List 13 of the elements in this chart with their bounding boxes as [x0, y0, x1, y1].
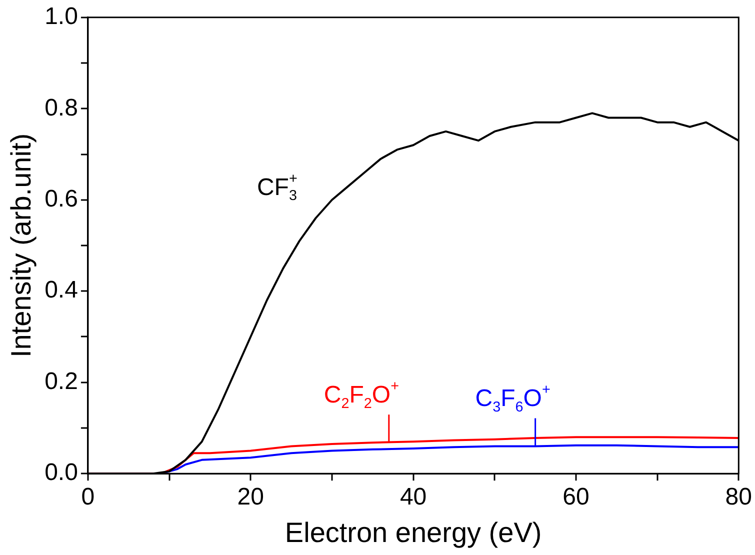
y-tick-label: 1.0	[44, 3, 78, 30]
x-tick-label: 80	[725, 484, 752, 511]
x-tick-label: 60	[562, 484, 590, 511]
x-tick-label: 20	[237, 484, 264, 511]
y-tick-label: 0.8	[44, 94, 78, 122]
y-tick-label: 0.6	[44, 186, 78, 213]
y-tick-label: 0.0	[44, 459, 78, 486]
y-tick-label: 0.2	[44, 368, 78, 395]
x-axis-title: Electron energy (eV)	[284, 516, 542, 548]
y-tick-label: 0.4	[44, 276, 78, 304]
x-tick-label: 0	[81, 484, 95, 511]
y-axis-title: Intensity (arb.unit)	[6, 133, 37, 358]
x-tick-label: 40	[400, 484, 427, 511]
